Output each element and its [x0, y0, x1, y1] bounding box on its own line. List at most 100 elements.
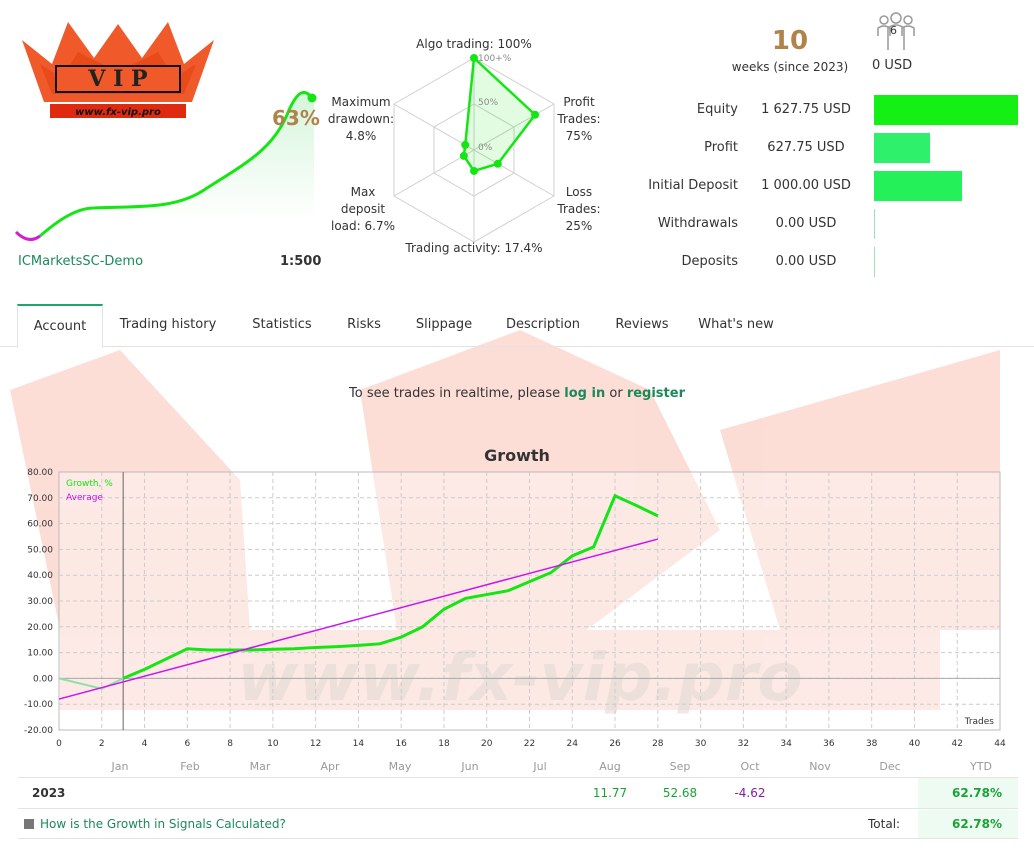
brand-logo: V I P www.fx-vip.pro [22, 22, 214, 118]
tabs-divider [0, 346, 1034, 347]
radar-point [470, 54, 478, 62]
weeks-count: 10 [771, 26, 809, 56]
table-divider-top [18, 777, 1018, 778]
finance-label: Profit [704, 140, 738, 155]
finance-label: Deposits [681, 254, 738, 269]
x-tick-label: 0 [56, 739, 62, 749]
radar-max-deposit-load: Max deposit load: 6.7% [331, 185, 395, 233]
radar-point [459, 151, 468, 160]
month-header: Apr [320, 760, 340, 773]
growth-chart-title: Growth [484, 446, 550, 465]
radar-svg [393, 54, 555, 243]
tab-trading-history[interactable]: Trading history [119, 317, 217, 332]
mini-growth-chart [14, 90, 317, 241]
x-tick-label: 20 [481, 739, 493, 749]
finance-bar [874, 95, 1018, 125]
finance-value: 0.00 USD [775, 254, 837, 269]
radar-point [470, 166, 478, 175]
tab-reviews[interactable]: Reviews [615, 317, 669, 332]
month-value: -4.62 [734, 786, 766, 800]
year-label: 2023 [32, 786, 66, 800]
tab-slippage[interactable]: Slippage [415, 317, 473, 332]
x-tick-label: 34 [780, 739, 792, 749]
radar-point [461, 140, 470, 149]
login-link[interactable]: log in [564, 386, 606, 401]
x-tick-label: 44 [994, 739, 1006, 749]
month-value: 11.77 [592, 786, 628, 800]
y-tick-label: 80.00 [27, 468, 53, 478]
ytd-value: 62.78% [952, 786, 1002, 800]
finance-value: 0.00 USD [775, 216, 837, 231]
register-link[interactable]: register [626, 386, 685, 401]
y-tick-label: -20.00 [24, 726, 53, 736]
info-icon [24, 819, 34, 829]
finance-bar [874, 133, 930, 163]
tab-description[interactable]: Description [505, 317, 581, 332]
growth-series-line [122, 493, 659, 680]
average-series-line [58, 538, 659, 700]
x-tick-label: 30 [695, 739, 707, 749]
realtime-notice: To see trades in realtime, please log in… [0, 386, 1034, 401]
x-tick-label: 42 [952, 739, 963, 749]
radar-tick-50: 50% [478, 98, 499, 108]
finance-value: 1 627.75 USD [761, 102, 851, 117]
finance-value: 627.75 USD [767, 140, 845, 155]
finance-value: 1 000.00 USD [761, 178, 851, 193]
x-tick-label: 4 [142, 739, 148, 749]
radar-max-drawdown: Maximum drawdown: 4.8% [327, 95, 395, 143]
x-tick-label: 18 [438, 739, 450, 749]
x-tick-label: 22 [524, 739, 535, 749]
month-header: Jan [111, 760, 129, 773]
x-tick-label: 24 [567, 739, 579, 749]
weeks-label: weeks (since 2023) [731, 60, 849, 74]
x-tick-label: 14 [353, 739, 365, 749]
x-tick-label: 12 [310, 739, 321, 749]
x-tick-label: 16 [395, 739, 407, 749]
x-tick-label: 32 [738, 739, 749, 749]
pre-growth-line [58, 677, 124, 690]
leverage-value: 1:500 [280, 254, 322, 269]
x-axis-label: Trades [964, 717, 995, 727]
finance-bar [874, 209, 875, 239]
y-tick-label: 50.00 [27, 545, 53, 555]
radar-trading-activity: Trading activity: 17.4% [405, 241, 543, 255]
x-tick-label: 28 [652, 739, 664, 749]
finance-label: Initial Deposit [648, 178, 738, 193]
legend-entry: Average [66, 493, 103, 503]
radar-loss-trades: Loss Trades: 25% [557, 185, 601, 233]
ytd-header: YTD [970, 760, 992, 773]
radar-profit-trades: Profit Trades: 75% [557, 95, 601, 143]
month-header: Jul [533, 760, 547, 773]
growth-calculation-link[interactable]: How is the Growth in Signals Calculated? [40, 817, 286, 831]
radar-point [531, 110, 540, 119]
growth-chart: 0 2 4 6 8 10 12 14 16 18 20 22 24 26 28 30 32 34 36 38 40 42 4… [24, 468, 1006, 749]
x-tick-label: 26 [609, 739, 621, 749]
x-tick-label: 40 [909, 739, 921, 749]
finance-bar [874, 247, 875, 277]
month-header: Mar [249, 760, 271, 773]
tab-statistics[interactable]: Statistics [252, 317, 312, 332]
y-tick-label: 70.00 [27, 494, 53, 504]
subscribers-count: 6 [890, 24, 897, 37]
total-label: Total: [868, 817, 901, 831]
realtime-text: To see trades in realtime, please [349, 386, 565, 401]
y-tick-label: 60.00 [27, 520, 53, 530]
y-tick-label: 20.00 [27, 623, 53, 633]
radar-tick-0: 0% [478, 143, 493, 153]
legend-entry: Growth, % [66, 479, 113, 489]
broker-server-link[interactable]: ICMarketsSC-Demo [18, 254, 144, 269]
tab-account[interactable]: Account [17, 304, 103, 348]
tab-what-s-new[interactable]: What's new [698, 317, 774, 332]
x-tick-label: 38 [866, 739, 878, 749]
y-tick-label: -10.00 [24, 700, 53, 710]
table-divider-mid [18, 808, 1018, 809]
month-value: 52.68 [662, 786, 698, 800]
finance-label: Withdrawals [657, 216, 738, 231]
finance-label: Equity [696, 102, 738, 117]
month-header: Oct [740, 760, 760, 773]
tab-risks[interactable]: Risks [347, 317, 381, 332]
month-header: Nov [809, 760, 831, 773]
subscribers-icon [877, 12, 915, 50]
month-header: Feb [180, 760, 200, 773]
x-tick-label: 36 [823, 739, 835, 749]
